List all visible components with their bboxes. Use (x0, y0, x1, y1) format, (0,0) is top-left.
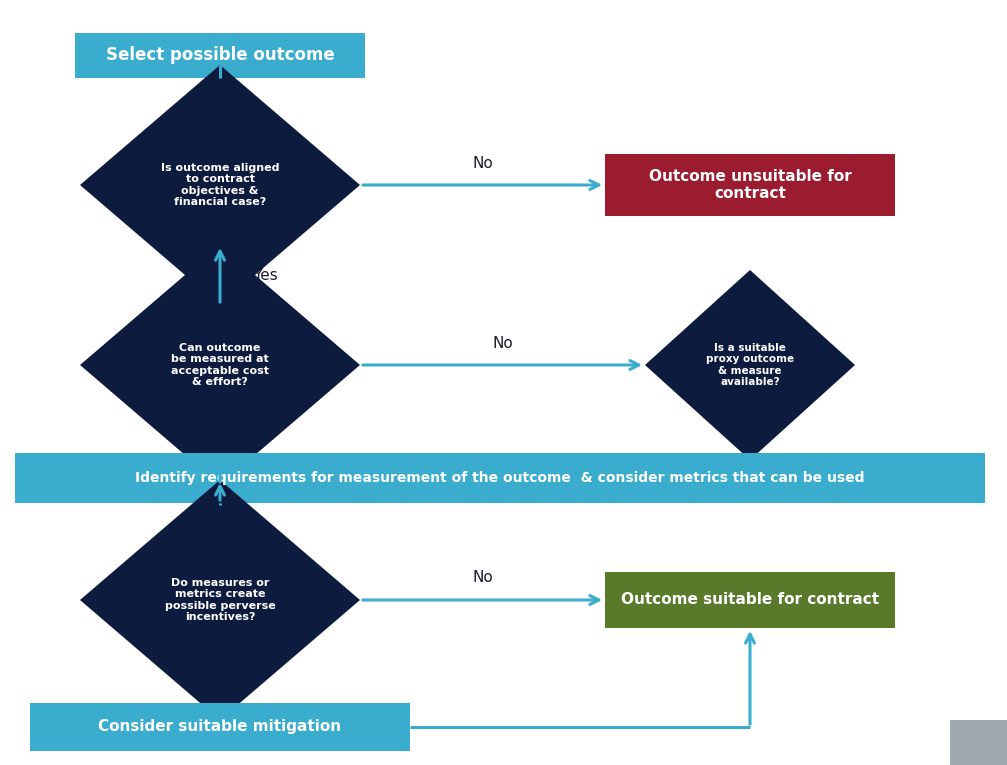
Text: Yes: Yes (253, 461, 277, 477)
Text: No: No (492, 336, 513, 350)
Text: Is outcome aligned
to contract
objectives &
financial case?: Is outcome aligned to contract objective… (161, 163, 279, 207)
FancyBboxPatch shape (950, 720, 1007, 765)
Text: Identify requirements for measurement of the outcome  & consider metrics that ca: Identify requirements for measurement of… (135, 471, 865, 485)
Text: No: No (472, 155, 492, 171)
Text: Yes: Yes (253, 704, 277, 719)
Text: Outcome unsuitable for
contract: Outcome unsuitable for contract (649, 169, 851, 201)
Polygon shape (645, 270, 855, 460)
FancyBboxPatch shape (605, 572, 895, 628)
Text: No: No (472, 571, 492, 585)
Polygon shape (80, 480, 359, 720)
Polygon shape (80, 65, 359, 305)
Text: Is a suitable
proxy outcome
& measure
available?: Is a suitable proxy outcome & measure av… (706, 343, 795, 387)
Polygon shape (80, 245, 359, 485)
Text: Yes: Yes (253, 268, 277, 282)
FancyBboxPatch shape (30, 703, 410, 751)
Text: Do measures or
metrics create
possible perverse
incentives?: Do measures or metrics create possible p… (164, 578, 275, 623)
FancyBboxPatch shape (605, 154, 895, 216)
Text: Yes: Yes (787, 477, 813, 493)
FancyBboxPatch shape (75, 32, 365, 77)
Text: Select possible outcome: Select possible outcome (106, 46, 334, 64)
FancyBboxPatch shape (15, 453, 985, 503)
Text: Outcome suitable for contract: Outcome suitable for contract (621, 593, 879, 607)
Text: Consider suitable mitigation: Consider suitable mitigation (99, 720, 341, 734)
Text: Can outcome
be measured at
acceptable cost
& effort?: Can outcome be measured at acceptable co… (171, 343, 269, 387)
